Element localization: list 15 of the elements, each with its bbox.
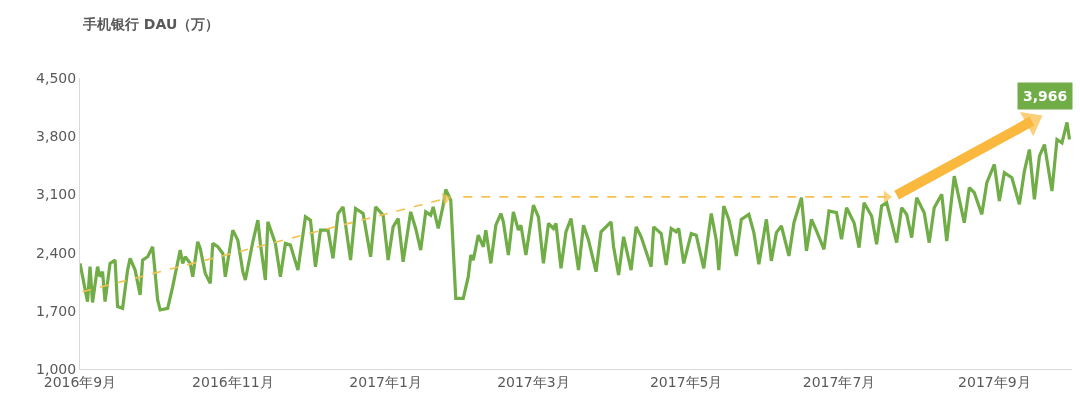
annotation: 3,966	[1023, 88, 1068, 104]
chart-title: 手机银行 DAU（万）	[82, 15, 220, 32]
x-tick-label: 2017年9月	[958, 373, 1031, 390]
x-tick-label: 2016年11月	[192, 373, 274, 390]
x-tick-label: 2017年1月	[349, 373, 422, 390]
y-tick-label: 3,800	[36, 128, 77, 145]
y-tick-label: 3,100	[36, 186, 77, 203]
y-tick-label: 2,400	[36, 244, 77, 261]
y-tick-label: 1,000	[36, 360, 77, 377]
line-series	[80, 120, 1072, 312]
x-tick-label: 2017年5月	[649, 373, 723, 390]
x-tick-label: 2017年7月	[802, 373, 876, 390]
y-tick-label: 4,500	[36, 69, 77, 86]
y-tick-label: 1,700	[36, 302, 77, 319]
x-tick-label: 2017年3月	[497, 373, 570, 390]
